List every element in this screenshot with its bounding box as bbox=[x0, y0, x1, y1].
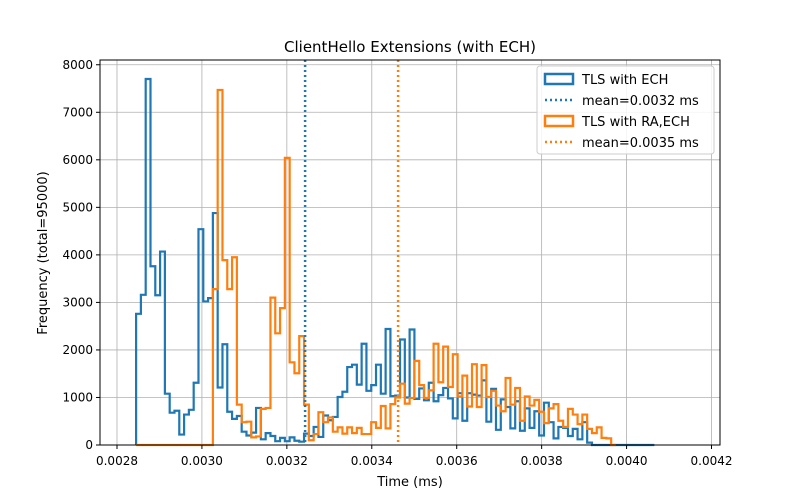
x-axis-ticks: 0.0028 0.0030 0.0032 0.0034 0.0036 0.0038 0.00… bbox=[96, 445, 733, 468]
histogram-bin bbox=[592, 433, 597, 445]
y-tick-label: 8000 bbox=[62, 58, 93, 72]
legend-swatch-tls-with-ech bbox=[543, 72, 575, 86]
legend-box bbox=[536, 65, 715, 155]
histogram-bin bbox=[448, 387, 453, 445]
histogram-bin bbox=[290, 362, 295, 445]
x-tick-label: 0.0038 bbox=[521, 454, 563, 468]
y-axis-label: Frequency (total=95000) bbox=[36, 171, 51, 334]
histogram-bin bbox=[376, 428, 381, 445]
histogram-bin bbox=[405, 404, 410, 445]
histogram-bin bbox=[362, 434, 367, 445]
histogram-bin bbox=[366, 434, 371, 445]
y-tick-label: 4000 bbox=[62, 248, 93, 262]
histogram-bin bbox=[203, 301, 208, 445]
histogram-series-1 bbox=[136, 88, 616, 447]
x-tick-label: 0.0040 bbox=[606, 454, 648, 468]
histogram-bin bbox=[227, 289, 232, 445]
histogram-bin bbox=[477, 407, 482, 445]
y-axis-ticks: 0 1000 2000 3000 4000 5000 6000 7000 8000 bbox=[62, 58, 100, 452]
histogram-bin bbox=[501, 411, 506, 445]
histogram-bin bbox=[544, 423, 549, 445]
plot-area-frame bbox=[99, 59, 721, 446]
histogram-bin bbox=[141, 295, 146, 445]
histogram-bin bbox=[510, 405, 515, 445]
legend-label-mean-ech: mean=0.0032 ms bbox=[582, 94, 699, 109]
y-tick-label: 0 bbox=[85, 438, 93, 452]
histogram-bin bbox=[323, 422, 328, 445]
y-tick-label: 6000 bbox=[62, 153, 93, 167]
chart-title: ClientHello Extensions (with ECH) bbox=[284, 38, 536, 56]
histogram-series-layer bbox=[135, 77, 655, 447]
legend-label-mean-ra-ech: mean=0.0035 ms bbox=[582, 136, 699, 151]
legend-label-tls-with-ech: TLS with ECH bbox=[581, 73, 668, 88]
x-tick-label: 0.0036 bbox=[436, 454, 478, 468]
histogram-bin bbox=[467, 407, 472, 446]
histogram-bin bbox=[530, 406, 535, 445]
histogram-bin bbox=[275, 333, 280, 445]
legend-swatch-tls-with-ra-ech bbox=[543, 114, 575, 128]
histogram-bin bbox=[563, 427, 568, 445]
histogram-bin bbox=[342, 434, 347, 445]
histogram-bin bbox=[386, 428, 391, 445]
histogram-bin bbox=[458, 397, 463, 445]
histogram-bin bbox=[170, 413, 175, 445]
histogram-bin bbox=[410, 398, 415, 445]
y-tick-label: 5000 bbox=[62, 200, 93, 214]
y-tick-label: 7000 bbox=[62, 105, 93, 119]
x-tick-label: 0.0028 bbox=[96, 454, 138, 468]
legend-label-tls-with-ra-ech: TLS with RA,ECH bbox=[581, 115, 690, 130]
histogram-bin bbox=[251, 437, 256, 445]
histogram-bin bbox=[520, 421, 525, 445]
x-tick-label: 0.0034 bbox=[351, 454, 393, 468]
x-tick-label: 0.0030 bbox=[181, 454, 223, 468]
histogram-step-outline bbox=[136, 88, 616, 447]
histogram-bin bbox=[155, 295, 160, 445]
histogram-bin bbox=[294, 373, 299, 445]
histogram-bin bbox=[352, 433, 357, 445]
histogram-bin bbox=[578, 424, 583, 445]
histogram-bin bbox=[486, 397, 491, 445]
y-tick-label: 1000 bbox=[62, 390, 93, 404]
mean-lines-layer bbox=[303, 60, 400, 445]
x-tick-label: 0.0032 bbox=[266, 454, 308, 468]
histogram-bin bbox=[333, 432, 338, 445]
histogram-bin bbox=[438, 382, 443, 445]
x-axis-label: Time (ms) bbox=[376, 475, 443, 490]
histogram-bin bbox=[179, 435, 184, 445]
histogram-bin bbox=[266, 408, 271, 445]
histogram-bin bbox=[242, 422, 247, 445]
x-tick-label: 0.0042 bbox=[691, 454, 733, 468]
y-tick-label: 3000 bbox=[62, 295, 93, 309]
legend: TLS with ECH mean=0.0032 ms TLS with RA,… bbox=[536, 65, 715, 155]
y-tick-label: 2000 bbox=[62, 343, 93, 357]
histogram-bin bbox=[424, 398, 429, 445]
